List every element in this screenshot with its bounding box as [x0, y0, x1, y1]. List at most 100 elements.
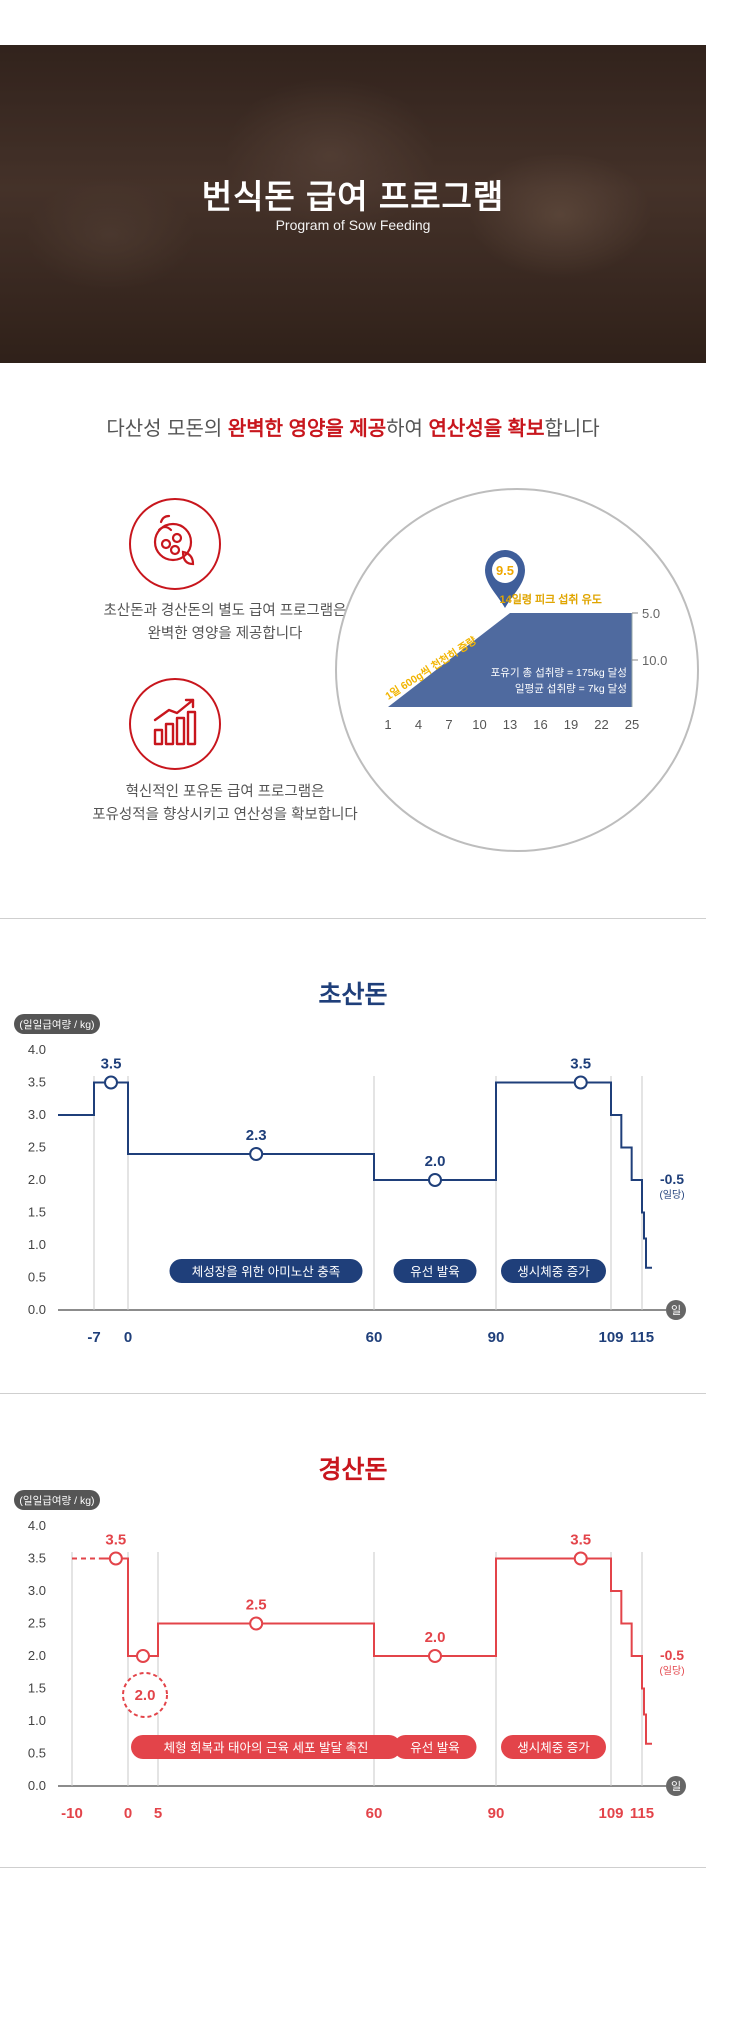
x-tick-label: 109	[598, 1329, 623, 1346]
data-label: 2.5	[246, 1597, 267, 1614]
chart-title-sow: 경산돈	[318, 1456, 388, 1484]
y-tick-label: 2.0	[28, 1648, 46, 1663]
y-tick-label: 3.0	[28, 1583, 46, 1598]
callout-circle	[122, 1672, 168, 1718]
x-tick-label: 115	[630, 1329, 654, 1346]
x-tick-label: 90	[488, 1805, 505, 1822]
y-tick-label: 5.0	[642, 606, 660, 621]
headline-emphasis: 완벽한 영양을 제공	[227, 418, 387, 440]
pin-inner	[492, 557, 518, 583]
x-tick-label: 0	[124, 1329, 132, 1346]
headline-emphasis: 연산성을 확보	[428, 418, 545, 440]
y-axis-label-badge	[14, 1014, 100, 1034]
phase-pill	[169, 1259, 363, 1283]
y-axis-label: (일일급여량 / kg)	[19, 1018, 94, 1031]
hero-subtitle: Program of Sow Feeding	[275, 217, 431, 233]
y-tick-label: 0.5	[28, 1746, 46, 1761]
data-label: 3.5	[570, 1056, 591, 1073]
feature-text: 초산돈과 경산돈의 별도 급여 프로그램은 완벽한 영양을 제공합니다	[103, 603, 347, 642]
phase-pill	[501, 1259, 606, 1283]
data-point	[104, 1075, 118, 1090]
phase-label: 유선 발육	[410, 1265, 459, 1279]
y-tick-label: 1.5	[28, 1205, 46, 1220]
data-label: 3.5	[101, 1056, 122, 1073]
x-axis-unit: 일	[671, 1303, 681, 1317]
data-label: 2.0	[425, 1629, 446, 1646]
sow-feeding-chart: (일일급여량 / kg) 0.0 0.5 1.0 1.5 2.0 2.5 3.0 3.5 4.0 일…	[14, 1490, 686, 1822]
x-tick-label: 109	[598, 1805, 623, 1822]
section-divider	[0, 1867, 706, 1868]
intake-total: 포유기 총 섭취량 = 175kg 달성	[491, 667, 627, 679]
data-label: 2.3	[246, 1127, 267, 1144]
y-tick-label: 1.0	[28, 1713, 46, 1728]
phase-pill	[393, 1259, 477, 1283]
step-note-value: -0.5	[660, 1171, 684, 1187]
intake-area	[388, 613, 632, 707]
phase-pill	[131, 1735, 401, 1759]
hero-title: 번식돈 급여 프로그램	[201, 178, 505, 215]
data-point	[249, 1147, 264, 1161]
x-tick-label: 7	[445, 717, 452, 732]
section-divider	[0, 918, 706, 919]
hero-banner: 번식돈 급여 프로그램 Program of Sow Feeding	[0, 45, 706, 363]
data-label: 3.5	[570, 1532, 591, 1549]
x-axis-unit: 일	[671, 1779, 681, 1793]
y-tick-label: 2.5	[28, 1140, 46, 1155]
x-tick-label: 115	[630, 1805, 654, 1822]
peak-label: 14일령 피크 섭취 유도	[499, 592, 601, 606]
y-tick-label: 1.5	[28, 1681, 46, 1696]
x-tick-label: 5	[154, 1805, 162, 1822]
data-label: 2.0	[425, 1153, 446, 1170]
x-axis-unit-badge	[666, 1776, 686, 1796]
nutrition-icon	[129, 498, 221, 590]
x-tick-label: 60	[366, 1329, 383, 1346]
x-tick-label: 22	[594, 717, 608, 732]
data-point	[136, 1649, 150, 1663]
headline-part: 하여	[386, 418, 429, 440]
phase-label: 체성장을 위한 아미노산 충족	[192, 1265, 340, 1279]
y-axis-label-badge	[14, 1490, 100, 1510]
data-point	[573, 1075, 588, 1090]
y-tick-label: 0.0	[28, 1302, 46, 1317]
data-label: 3.5	[105, 1532, 126, 1549]
x-tick-label: 10	[472, 717, 486, 732]
data-point	[249, 1616, 264, 1631]
y-tick-label: 0.5	[28, 1270, 46, 1285]
y-axis-label: (일일급여량 / kg)	[19, 1494, 94, 1507]
x-tick-label: 0	[124, 1805, 132, 1822]
x-tick-label: 16	[533, 717, 547, 732]
x-tick-label: 4	[415, 717, 422, 732]
y-tick-label: 1.0	[28, 1237, 46, 1252]
x-tick-label: 60	[366, 1805, 383, 1822]
phase-label: 생시체중 증가	[517, 1265, 590, 1279]
data-point	[428, 1173, 442, 1187]
growth-chart-icon	[129, 678, 221, 770]
x-tick-label: 25	[625, 717, 639, 732]
gilt-feeding-chart: (일일급여량 / kg) 0.0 0.5 1.0 1.5 2.0 2.5 3.0 3.5 4.0 일…	[14, 1014, 686, 1346]
feeding-line	[98, 1557, 652, 1745]
data-point	[573, 1551, 588, 1566]
x-tick-label: 13	[503, 717, 517, 732]
data-point	[108, 1551, 123, 1566]
y-tick-label: 3.5	[28, 1551, 46, 1566]
phase-pill	[393, 1735, 477, 1759]
step-note-unit: (일당)	[659, 1189, 684, 1201]
x-tick-label: -7	[87, 1329, 100, 1346]
y-tick-label: 2.0	[28, 1172, 46, 1187]
phase-label: 유선 발육	[410, 1741, 459, 1755]
pin-value: 9.5	[496, 563, 514, 578]
section-divider	[0, 1393, 706, 1394]
y-tick-label: 2.5	[28, 1616, 46, 1631]
step-note-value: -0.5	[660, 1647, 684, 1663]
headline-part: 다산성 모돈의	[106, 418, 228, 440]
feeding-line	[58, 1081, 652, 1269]
data-point	[428, 1649, 442, 1663]
step-note-unit: (일당)	[659, 1665, 684, 1677]
y-tick-label: 4.0	[28, 1518, 46, 1533]
y-tick-label: 3.0	[28, 1107, 46, 1122]
phase-label: 체형 회복과 태아의 근육 세포 발달 촉진	[164, 1741, 369, 1755]
y-tick-label: 4.0	[28, 1042, 46, 1057]
headline-part: 합니다	[544, 418, 600, 440]
x-tick-label: 19	[564, 717, 578, 732]
